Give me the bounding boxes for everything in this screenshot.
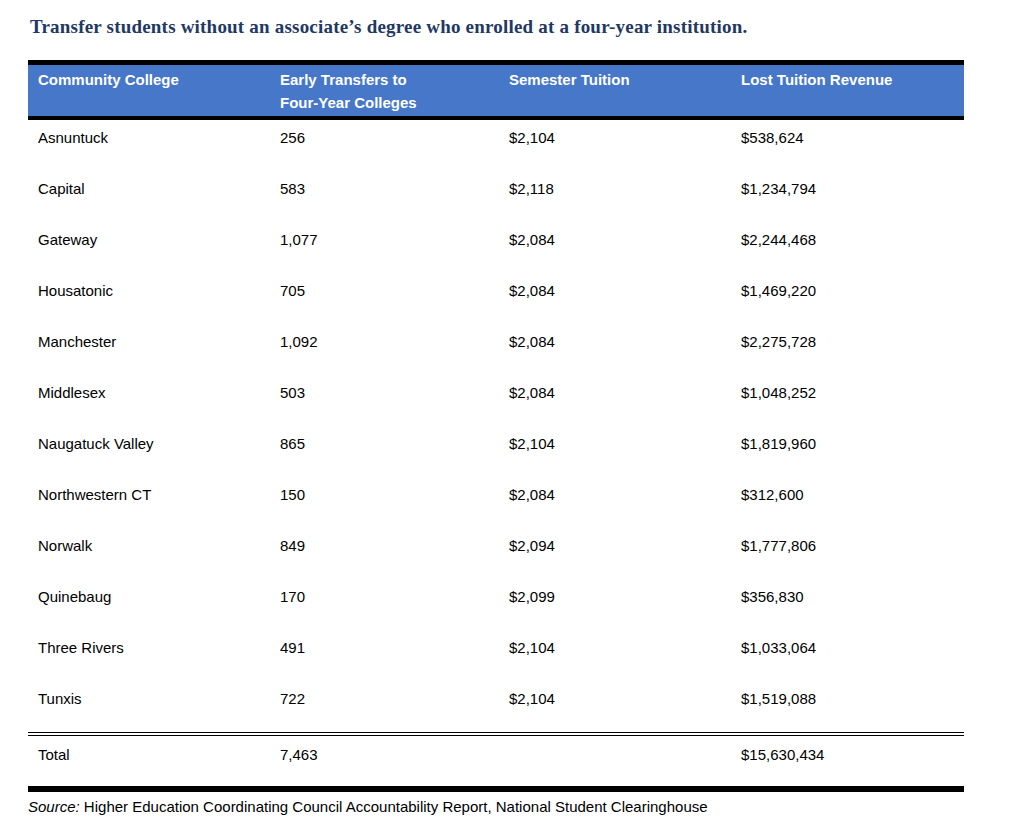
header-community-college: Community College	[28, 68, 270, 114]
transfer-table: Community College Early Transfers to Fou…	[28, 60, 964, 792]
cell-college: Three Rivers	[28, 639, 270, 681]
cell-college: Quinebaug	[28, 588, 270, 630]
table-row: Gateway 1,077 $2,084 $2,244,468	[28, 222, 964, 273]
total-row: Total 7,463 $15,630,434	[28, 736, 964, 786]
cell-revenue: $1,033,064	[731, 639, 964, 681]
source-text: Higher Education Coordinating Council Ac…	[80, 798, 708, 815]
cell-transfers: 705	[270, 282, 499, 324]
table-row: Three Rivers 491 $2,104 $1,033,064	[28, 630, 964, 681]
cell-tuition: $2,084	[499, 333, 731, 375]
source-note: Source: Higher Education Coordinating Co…	[28, 797, 708, 816]
cell-revenue: $2,275,728	[731, 333, 964, 375]
report-page: Transfer students without an associate’s…	[0, 0, 1013, 831]
cell-college: Gateway	[28, 231, 270, 273]
cell-revenue: $1,519,088	[731, 690, 964, 732]
cell-transfers: 849	[270, 537, 499, 579]
total-transfers: 7,463	[270, 746, 499, 786]
cell-transfers: 1,092	[270, 333, 499, 375]
cell-tuition: $2,084	[499, 282, 731, 324]
cell-college: Manchester	[28, 333, 270, 375]
table-bottom-rule	[28, 786, 964, 792]
cell-transfers: 503	[270, 384, 499, 426]
cell-tuition: $2,104	[499, 435, 731, 477]
header-early-transfers: Early Transfers to Four-Year Colleges	[270, 68, 451, 114]
cell-college: Housatonic	[28, 282, 270, 324]
cell-tuition: $2,084	[499, 384, 731, 426]
source-label: Source:	[28, 798, 80, 815]
cell-college: Tunxis	[28, 690, 270, 732]
cell-revenue: $538,624	[731, 129, 964, 171]
cell-revenue: $2,244,468	[731, 231, 964, 273]
table-row: Northwestern CT 150 $2,084 $312,600	[28, 477, 964, 528]
table-row: Asnuntuck 256 $2,104 $538,624	[28, 120, 964, 171]
table-row: Tunxis 722 $2,104 $1,519,088	[28, 681, 964, 732]
table-body: Asnuntuck 256 $2,104 $538,624 Capital 58…	[28, 120, 964, 732]
total-revenue: $15,630,434	[731, 746, 964, 786]
cell-revenue: $1,048,252	[731, 384, 964, 426]
table-row: Norwalk 849 $2,094 $1,777,806	[28, 528, 964, 579]
header-lost-revenue: Lost Tuition Revenue	[731, 68, 964, 114]
cell-tuition: $2,104	[499, 690, 731, 732]
table-row: Naugatuck Valley 865 $2,104 $1,819,960	[28, 426, 964, 477]
cell-transfers: 170	[270, 588, 499, 630]
cell-revenue: $1,234,794	[731, 180, 964, 222]
cell-tuition: $2,104	[499, 639, 731, 681]
cell-college: Asnuntuck	[28, 129, 270, 171]
cell-tuition: $2,104	[499, 129, 731, 171]
cell-tuition: $2,094	[499, 537, 731, 579]
cell-revenue: $1,469,220	[731, 282, 964, 324]
cell-revenue: $1,819,960	[731, 435, 964, 477]
cell-tuition: $2,084	[499, 231, 731, 273]
cell-college: Naugatuck Valley	[28, 435, 270, 477]
table-row: Capital 583 $2,118 $1,234,794	[28, 171, 964, 222]
cell-college: Capital	[28, 180, 270, 222]
cell-transfers: 150	[270, 486, 499, 528]
table-row: Middlesex 503 $2,084 $1,048,252	[28, 375, 964, 426]
cell-revenue: $1,777,806	[731, 537, 964, 579]
cell-tuition: $2,084	[499, 486, 731, 528]
cell-college: Norwalk	[28, 537, 270, 579]
header-semester-tuition: Semester Tuition	[499, 68, 731, 114]
table-title: Transfer students without an associate’s…	[30, 16, 747, 38]
table-row: Housatonic 705 $2,084 $1,469,220	[28, 273, 964, 324]
cell-college: Middlesex	[28, 384, 270, 426]
cell-transfers: 865	[270, 435, 499, 477]
cell-transfers: 256	[270, 129, 499, 171]
cell-revenue: $356,830	[731, 588, 964, 630]
cell-tuition: $2,099	[499, 588, 731, 630]
cell-transfers: 583	[270, 180, 499, 222]
cell-transfers: 1,077	[270, 231, 499, 273]
cell-revenue: $312,600	[731, 486, 964, 528]
cell-transfers: 491	[270, 639, 499, 681]
table-header-row: Community College Early Transfers to Fou…	[28, 60, 964, 120]
total-label: Total	[28, 746, 270, 786]
cell-transfers: 722	[270, 690, 499, 732]
table-row: Quinebaug 170 $2,099 $356,830	[28, 579, 964, 630]
table-row: Manchester 1,092 $2,084 $2,275,728	[28, 324, 964, 375]
total-tuition-empty	[499, 746, 731, 786]
cell-college: Northwestern CT	[28, 486, 270, 528]
cell-tuition: $2,118	[499, 180, 731, 222]
